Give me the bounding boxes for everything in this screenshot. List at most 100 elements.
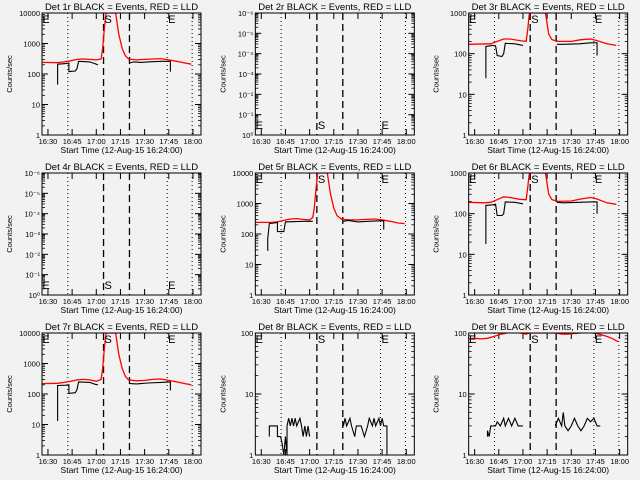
events-series-line <box>343 219 385 230</box>
y-tick-label: 10⁻³ <box>25 230 40 239</box>
x-tick-label: 18:00 <box>184 297 203 306</box>
events-series-line <box>57 60 99 85</box>
events-series-line <box>129 60 171 72</box>
panel-title: Det 6r BLACK = Events, RED = LLD <box>472 162 625 173</box>
x-tick-label: 16:45 <box>276 137 295 146</box>
x-tick-label: 17:00 <box>87 457 106 466</box>
lld-series-line <box>468 13 617 47</box>
x-tick-label: 17:00 <box>87 137 106 146</box>
plot-frame <box>468 12 629 136</box>
panel-det-5: Det 5r BLACK = Events, RED = LLD 1 10 100 10… <box>218 162 415 315</box>
event-marker-e: E <box>168 14 175 26</box>
x-tick-label: 18:00 <box>610 297 629 306</box>
x-tick-label: 17:30 <box>349 297 368 306</box>
event-marker-e: E <box>469 14 476 26</box>
y-tick-label: 100 <box>241 329 254 338</box>
x-tick-label: 16:30 <box>252 457 271 466</box>
y-axis-label: Counts/sec <box>218 215 227 253</box>
x-tick-label: 17:00 <box>514 297 533 306</box>
panel-title: Det 4r BLACK = Events, RED = LLD <box>45 162 198 173</box>
y-tick-label: 1000 <box>23 360 40 369</box>
x-tick-label: 17:30 <box>135 137 154 146</box>
events-series-line <box>485 201 524 244</box>
event-marker-s: S <box>531 14 538 26</box>
x-tick-label: 17:15 <box>324 137 343 146</box>
y-tick-label: 10⁻² <box>25 250 40 259</box>
plot-frame <box>254 172 415 296</box>
y-tick-label: 1000 <box>237 200 254 209</box>
x-tick-label: 18:00 <box>397 297 416 306</box>
x-tick-label: 17:30 <box>135 457 154 466</box>
x-axis-label: Start Time (12-Aug-15 16:24:00) <box>274 465 396 475</box>
event-marker-s: S <box>531 174 538 186</box>
panel-title: Det 7r BLACK = Events, RED = LLD <box>45 322 198 333</box>
y-tick-label: 10 <box>458 90 466 99</box>
y-axis-label: Counts/sec <box>432 215 441 253</box>
x-tick-label: 17:15 <box>538 297 557 306</box>
y-tick-label: 1 <box>462 291 466 300</box>
plot-area <box>268 416 388 455</box>
plot-frame <box>41 12 202 136</box>
event-marker-s: S <box>318 334 325 346</box>
plot-area <box>42 333 192 421</box>
x-tick-label: 17:45 <box>159 457 178 466</box>
y-tick-label: 1 <box>36 451 40 460</box>
plot-frame <box>254 332 415 456</box>
events-series-line <box>556 42 598 56</box>
y-tick-label: 10 <box>245 390 253 399</box>
panel-det-7: Det 7r BLACK = Events, RED = LLD 1 10 100 10… <box>5 322 202 475</box>
x-tick-label: 16:30 <box>252 137 271 146</box>
plot-area <box>468 173 617 244</box>
x-tick-label: 17:45 <box>159 297 178 306</box>
events-series-line <box>268 416 311 455</box>
event-marker-e: E <box>595 334 602 346</box>
x-axis-label: Start Time (12-Aug-15 16:24:00) <box>61 305 183 315</box>
y-tick-label: 1000 <box>450 169 467 178</box>
x-tick-label: 17:15 <box>324 457 343 466</box>
plot-area <box>42 13 192 85</box>
x-tick-label: 17:30 <box>562 137 581 146</box>
event-marker-e: E <box>382 334 389 346</box>
x-tick-label: 16:30 <box>465 297 484 306</box>
x-axis-label: Start Time (12-Aug-15 16:24:00) <box>487 145 609 155</box>
x-tick-label: 17:45 <box>586 137 605 146</box>
y-tick-label: 10⁻¹ <box>25 271 40 280</box>
panel-det-1: Det 1r BLACK = Events, RED = LLD 1 10 100 10… <box>5 2 202 155</box>
x-tick-label: 17:30 <box>562 457 581 466</box>
lld-series-line <box>42 13 192 65</box>
y-tick-label: 10 <box>32 421 40 430</box>
lld-series-line <box>42 333 192 386</box>
x-tick-label: 17:15 <box>538 457 557 466</box>
y-axis-label: Counts/sec <box>5 215 14 253</box>
x-tick-label: 16:30 <box>465 457 484 466</box>
y-axis-label: Counts/sec <box>5 375 14 413</box>
x-tick-label: 16:45 <box>63 297 82 306</box>
panel-det-3: Det 3r BLACK = Events, RED = LLD 1 10 100 10… <box>432 2 629 155</box>
panel-det-8: Det 8r BLACK = Events, RED = LLD 1 10 100 16… <box>218 322 415 475</box>
panel-det-9: Det 9r BLACK = Events, RED = LLD 1 10 100 16… <box>432 322 629 475</box>
y-tick-label: 1000 <box>450 9 467 18</box>
x-axis-label: Start Time (12-Aug-15 16:24:00) <box>487 305 609 315</box>
x-tick-label: 16:45 <box>63 457 82 466</box>
event-marker-e: E <box>382 120 389 132</box>
y-tick-label: 10 <box>32 101 40 110</box>
events-series-line <box>57 381 99 421</box>
event-marker-e: E <box>256 174 263 186</box>
panel-det-6: Det 6r BLACK = Events, RED = LLD 1 10 100 10… <box>432 162 629 315</box>
y-tick-label: 100 <box>241 230 254 239</box>
panel-det-2: Det 2r BLACK = Events, RED = LLD 10⁰ 10⁻¹ 1… <box>218 2 415 155</box>
x-axis-label: Start Time (12-Aug-15 16:24:00) <box>61 465 183 475</box>
y-tick-label: 10⁻³ <box>239 70 254 79</box>
lld-series-line <box>468 173 617 205</box>
panel-title: Det 8r BLACK = Events, RED = LLD <box>258 322 411 333</box>
panel-title: Det 9r BLACK = Events, RED = LLD <box>472 322 625 333</box>
panel-title: Det 1r BLACK = Events, RED = LLD <box>45 2 198 13</box>
x-tick-label: 17:15 <box>111 457 130 466</box>
event-marker-e: E <box>595 14 602 26</box>
plot-frame <box>468 172 629 296</box>
x-tick-label: 17:30 <box>135 297 154 306</box>
events-series-line <box>554 412 601 432</box>
y-tick-label: 1 <box>36 131 40 140</box>
x-tick-label: 17:15 <box>324 297 343 306</box>
